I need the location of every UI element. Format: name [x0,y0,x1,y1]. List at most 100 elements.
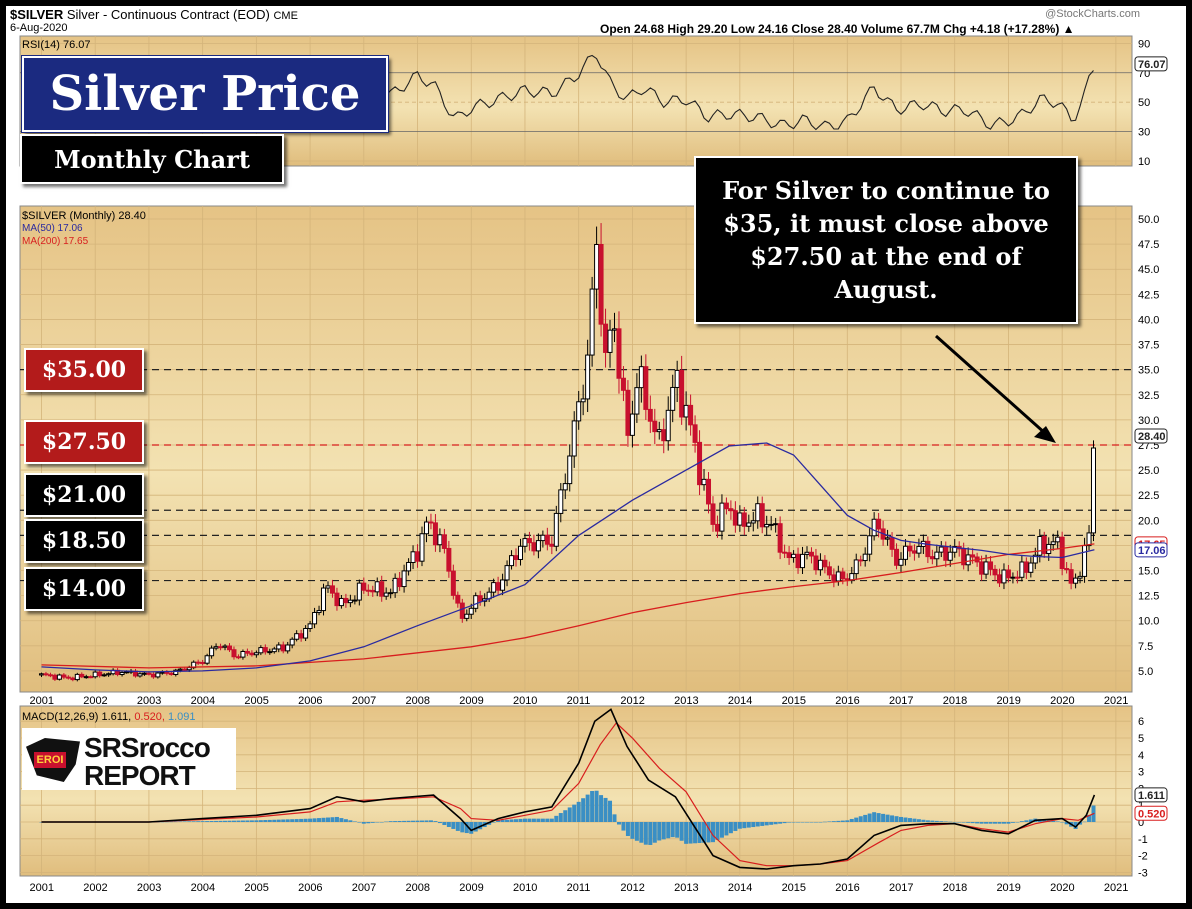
macd-hist-bar [1028,819,1033,822]
macd-hist-bar [885,814,890,822]
macd-hist-bar [518,818,523,822]
macd-hist-bar [402,820,407,822]
y-tick-label: 10.0 [1138,616,1159,628]
candle-body [625,389,631,436]
macd-hist-bar [939,821,944,822]
candle-body [876,518,882,530]
macd-hist-bar [894,816,899,822]
macd-tick-label: -2 [1138,851,1148,863]
candle-body [209,647,215,657]
x-tick-label-macd: 2004 [191,882,215,894]
rsi-value-tag: 76.07 [1138,59,1166,71]
x-tick-label-macd: 2008 [406,882,430,894]
macd-hist-bar [630,822,635,839]
candle-body [244,650,250,654]
candle-body [638,366,644,389]
candle-body [325,585,331,589]
macd-hist-bar [178,821,183,823]
macd-hist-bar [590,790,595,822]
macd-hist-bar [339,818,344,822]
candle-body [1019,561,1025,578]
macd-hist-bar [196,821,201,822]
x-tick-label-macd: 2015 [782,882,806,894]
macd-hist-bar [715,822,720,840]
macd-hist-bar [970,822,975,824]
candle-body [1005,569,1011,579]
macd-hist-bar [240,820,245,822]
macd-hist-bar [760,822,765,826]
candle-body [307,623,313,629]
candle-body [298,633,304,639]
macd-hist-bar [173,821,178,823]
candle-body [714,523,720,532]
macd-hist-bar [227,820,232,822]
x-tick-label-macd: 2007 [352,882,376,894]
macd-hist-bar [643,822,648,845]
candle-body [813,555,819,571]
candle-body [473,595,479,609]
macd-hist-bar [581,798,586,822]
candle-body [428,521,434,524]
macd-hist-bar [903,817,908,822]
macd-tick-label: 3 [1138,767,1144,779]
x-tick-label-price: 2002 [83,695,107,707]
logo-line1: SRSrocco [84,732,211,763]
macd-hist-bar [675,822,680,838]
price-legend: $SILVER (Monthly) 28.40 [22,210,146,222]
macd-hist-bar [612,814,617,822]
logo-line2: REPORT [84,760,196,791]
candle-body [392,577,398,594]
candle-body [455,594,461,604]
macd-hist-bar [272,819,277,822]
ma200-legend: MA(200) 17.65 [22,236,89,247]
candle-body [173,669,179,675]
candle-body [1014,576,1020,579]
candle-body [674,369,680,388]
macd-hist-bar [236,820,241,822]
candle-body [182,668,188,671]
rsi-tick-label: 50 [1138,97,1150,109]
ma50-tag: 17.06 [1138,545,1166,557]
macd-hist-bar [554,815,559,822]
x-tick-label-macd: 2002 [83,882,107,894]
candle-body [768,523,774,526]
x-tick-label-macd: 2018 [943,882,967,894]
candle-body [1010,576,1016,579]
candle-body [1064,568,1070,571]
macd-hist-bar [509,819,514,822]
candle-body [509,555,515,567]
macd-hist-bar [420,820,425,822]
chart-subtitle: Monthly Chart [54,144,250,174]
level-box-27-50: $27.50 [24,420,144,464]
candle-body [679,369,685,418]
macd-hist-bar [487,822,492,825]
x-tick-label-macd: 2020 [1050,882,1074,894]
candle-body [504,565,510,581]
macd-hist-bar [576,801,581,822]
candle-body [603,323,609,353]
candle-body [1050,541,1056,545]
macd-hist-bar [249,820,254,822]
macd-hist-bar [1082,821,1087,823]
x-tick-label-price: 2005 [244,695,268,707]
candle-body [338,597,344,607]
macd-hist-bar [849,818,854,822]
macd-hist-bar [357,822,362,823]
candle-body [495,582,501,591]
candle-body [741,512,747,527]
macd-hist-bar [670,822,675,838]
candle-body [383,592,389,597]
candle-body [47,674,53,677]
candle-body [146,672,152,675]
macd-hist-bar [912,818,917,822]
macd-tick-label: 5 [1138,733,1144,745]
candle-body [795,553,801,569]
candle-body [826,566,832,576]
macd-hist-bar [621,822,626,831]
candle-body [544,534,550,545]
macd-hist-bar [787,822,792,823]
macd-hist-bar [1055,821,1060,822]
x-tick-label-macd: 2014 [728,882,752,894]
candle-body [294,633,300,640]
candle-body [137,673,143,677]
